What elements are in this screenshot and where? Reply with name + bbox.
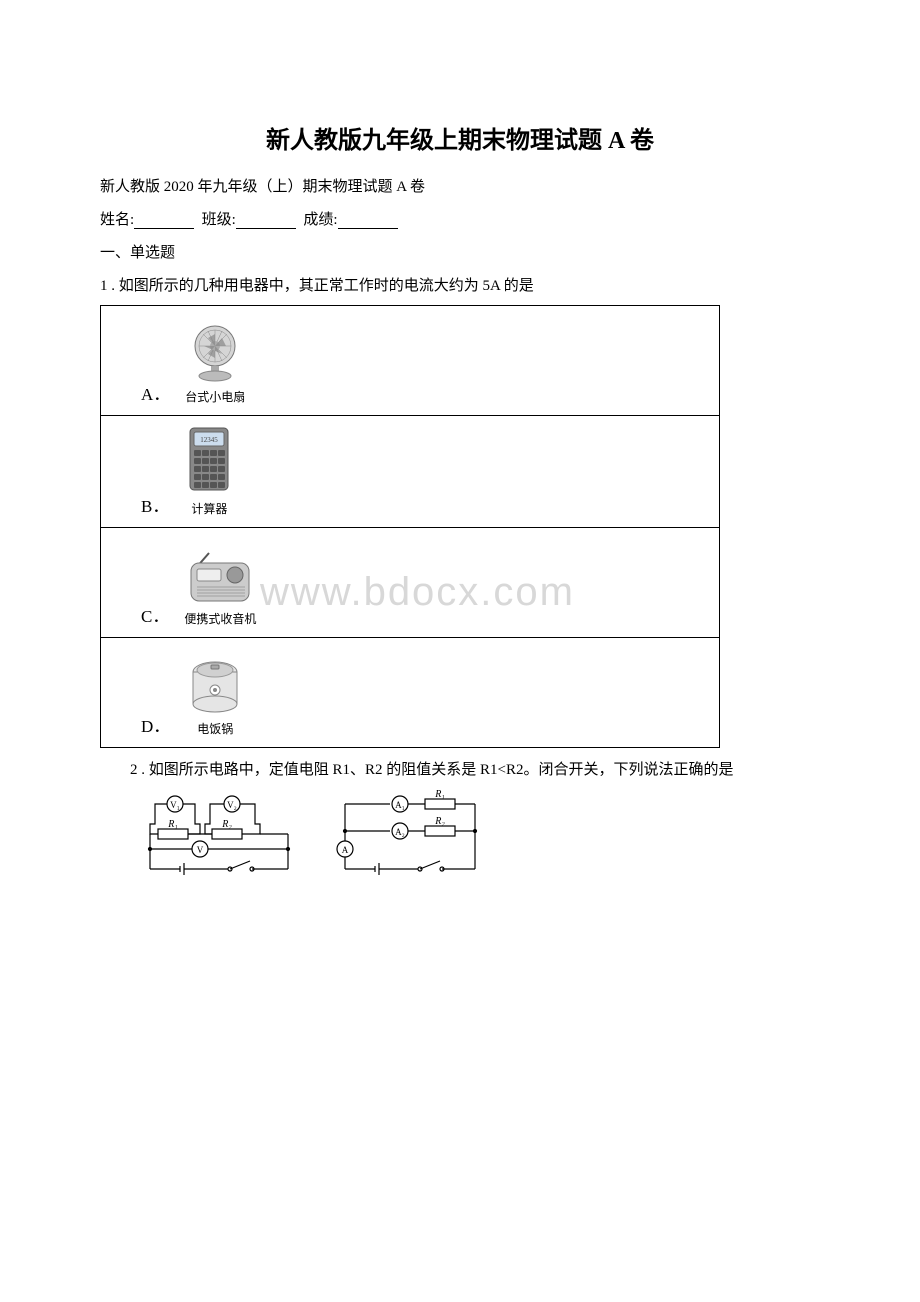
option-label: 便携式收音机 bbox=[184, 610, 256, 627]
svg-text:A₁: A₁ bbox=[395, 800, 405, 810]
option-letter: A． bbox=[141, 380, 170, 405]
circuit-parallel-icon: A₁ R₁ A₂ R₂ A bbox=[330, 789, 490, 879]
option-label: 台式小电扇 bbox=[185, 388, 245, 405]
svg-text:A₂: A₂ bbox=[395, 827, 405, 837]
table-row: B． 12345 计算器 bbox=[101, 416, 720, 528]
calculator-icon: 12345 bbox=[184, 426, 234, 496]
appliance-calculator: 12345 计算器 bbox=[184, 426, 234, 517]
option-a: A． 台式小电扇 bbox=[141, 324, 699, 405]
svg-text:R₂: R₂ bbox=[221, 819, 232, 830]
options-table: A． 台式小电扇 bbox=[100, 305, 720, 748]
section-header: 一、单选题 bbox=[100, 241, 820, 262]
name-blank bbox=[134, 211, 194, 229]
option-letter: B． bbox=[141, 492, 169, 517]
table-row: D． 电饭锅 bbox=[101, 638, 720, 748]
class-blank bbox=[236, 211, 296, 229]
svg-text:R₁: R₁ bbox=[434, 789, 445, 800]
question-1-text: 1 . 如图所示的几种用电器中，其正常工作时的电流大约为 5A 的是 bbox=[100, 274, 820, 295]
svg-text:V₂: V₂ bbox=[227, 800, 237, 810]
ricecooker-icon bbox=[185, 656, 245, 716]
circuit-diagrams: V₁ V₂ R₁ R₂ V bbox=[140, 789, 820, 879]
svg-text:V₁: V₁ bbox=[170, 800, 180, 810]
option-label: 电饭锅 bbox=[197, 720, 233, 737]
score-label: 成绩: bbox=[303, 212, 337, 228]
svg-text:A: A bbox=[342, 845, 349, 855]
appliance-ricecooker: 电饭锅 bbox=[185, 656, 245, 737]
svg-text:12345: 12345 bbox=[201, 436, 219, 444]
option-d: D． 电饭锅 bbox=[141, 656, 699, 737]
table-row: C． 便携式收音机 bbox=[101, 528, 720, 638]
circuit-series-icon: V₁ V₂ R₁ R₂ V bbox=[140, 789, 300, 879]
name-label: 姓名: bbox=[100, 212, 134, 228]
page-title: 新人教版九年级上期末物理试题 A 卷 bbox=[100, 120, 820, 155]
svg-text:R₂: R₂ bbox=[434, 816, 445, 827]
form-line: 姓名: 班级: 成绩: bbox=[100, 208, 820, 229]
appliance-fan: 台式小电扇 bbox=[185, 324, 245, 405]
score-blank bbox=[338, 211, 398, 229]
radio-icon bbox=[185, 551, 255, 606]
option-letter: D． bbox=[141, 712, 170, 737]
subtitle: 新人教版 2020 年九年级（上）期末物理试题 A 卷 bbox=[100, 175, 820, 196]
option-letter: C． bbox=[141, 602, 169, 627]
fan-icon bbox=[188, 324, 243, 384]
svg-text:V: V bbox=[197, 845, 204, 855]
option-b: B． 12345 计算器 bbox=[141, 426, 699, 517]
option-label: 计算器 bbox=[191, 500, 227, 517]
table-row: A． 台式小电扇 bbox=[101, 306, 720, 416]
class-label: 班级: bbox=[202, 212, 236, 228]
question-2-text: 2 . 如图所示电路中，定值电阻 R1、R2 的阻值关系是 R1<R2。闭合开关… bbox=[100, 758, 820, 779]
option-c: C． 便携式收音机 bbox=[141, 551, 699, 627]
appliance-radio: 便携式收音机 bbox=[184, 551, 256, 627]
svg-text:R₁: R₁ bbox=[167, 819, 178, 830]
